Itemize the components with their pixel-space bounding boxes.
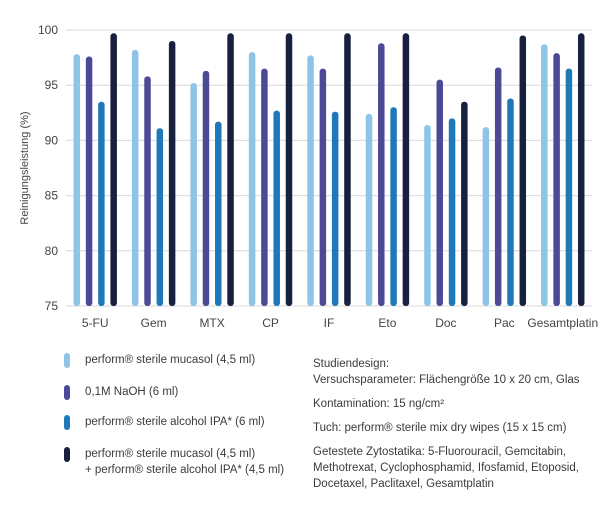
legend-label-line: perform® sterile mucasol (4,5 ml) [85,354,256,366]
study-tested-line: Docetaxel, Paclitaxel, Gesamtplatin [313,478,494,490]
study-tested-line: Methotrexat, Cyclophosphamid, Ifosfamid,… [313,462,579,474]
x-tick-label: 5-FU [82,316,109,330]
legend-label-line: 0,1M NaOH (6 ml) [85,386,179,398]
bar [227,33,234,306]
study-contamination: Kontamination: 15 ng/cm² [313,398,445,410]
bar [73,54,81,307]
study-heading-block: Studiendesign: Versuchsparameter: Fläche… [313,356,598,388]
x-tick-label: CP [262,316,279,330]
bar [378,43,385,307]
bar [273,110,280,306]
bar [319,68,327,306]
bar [190,82,197,306]
y-tick-label: 80 [45,244,59,258]
bar [98,101,105,306]
bar [461,101,468,306]
legend-label: 0,1M NaOH (6 ml) [85,384,178,400]
bar [344,33,351,306]
y-tick-labels: 75 80 85 90 95 100 [38,23,58,313]
legend-label: perform® sterile alcohol IPA* (6 ml) [85,414,265,430]
bar-chart: 75 80 85 90 95 100 5-FU Gem MTX CP IF Eto Doc Pac Ges… [19,23,598,330]
legend-label-line: perform® sterile mucasol (4,5 ml) [85,448,256,460]
bar [168,41,176,306]
bar [202,70,210,307]
x-tick-label: Doc [435,316,456,330]
bar [577,33,585,306]
study-heading: Studiendesign: [313,358,390,370]
y-tick-label: 75 [45,299,59,313]
bar [215,121,222,307]
study-tested-line: Getestete Zytostatika: 5-Fluorouracil, G… [313,446,567,458]
study-wipe: Tuch: perform® sterile mix dry wipes (15… [313,422,567,434]
grid-lines [66,29,592,307]
bar [448,118,456,306]
bar [131,49,139,306]
legend-item: perform® sterile mucasol (4,5 ml) + perfo… [64,446,284,478]
legend-swatch [64,415,70,430]
bar [110,33,117,306]
study-tested: Getestete Zytostatika: 5-Fluorouracil, G… [313,444,598,492]
bar [261,68,268,306]
bar [541,44,548,307]
bars [73,33,585,307]
x-tick-label: Eto [378,316,396,330]
study-design: Studiendesign: Versuchsparameter: Fläche… [313,356,598,500]
y-tick-label: 100 [38,23,58,37]
legend-label-line: + perform® sterile alcohol IPA* (4,5 ml) [85,464,285,476]
bar [156,128,164,306]
legend-item: perform® sterile alcohol IPA* (6 ml) [64,414,265,430]
bar [248,52,256,306]
legend-swatch [64,385,70,400]
x-tick-labels: 5-FU Gem MTX CP IF Eto Doc Pac Gesamtplatin [82,316,598,330]
bar [85,56,93,306]
bar [390,107,397,306]
x-tick-label: MTX [199,316,224,330]
x-tick-label: Gem [141,316,167,330]
bar [553,53,560,307]
bar [144,76,151,306]
y-axis-title: Reinigungsleistung (%) [19,111,31,224]
legend-swatch [64,447,70,462]
x-tick-label: Gesamtplatin [527,316,598,330]
y-tick-label: 95 [45,78,59,92]
x-tick-label: IF [324,316,335,330]
bar [424,124,431,306]
legend-item: 0,1M NaOH (6 ml) [64,384,178,400]
legend-label: perform® sterile mucasol (4,5 ml) [85,352,255,368]
bar [285,33,293,306]
bar [507,98,514,306]
bar [482,127,490,306]
bar [331,111,339,306]
bar [565,68,573,306]
bar [402,33,410,306]
x-tick-label: Pac [494,316,515,330]
y-tick-label: 85 [45,189,59,203]
legend-label: perform® sterile mucasol (4,5 ml) + perfo… [85,446,284,478]
legend-swatch [64,353,70,368]
legend-label-line: perform® sterile alcohol IPA* (6 ml) [85,416,265,428]
bar [494,67,502,306]
bar [519,35,527,307]
study-params: Versuchsparameter: Flächengröße 10 x 20 … [313,374,580,386]
bar [307,55,314,306]
bar [365,113,373,307]
y-tick-label: 90 [45,133,59,147]
bar [436,79,443,307]
legend-item: perform® sterile mucasol (4,5 ml) [64,352,255,368]
